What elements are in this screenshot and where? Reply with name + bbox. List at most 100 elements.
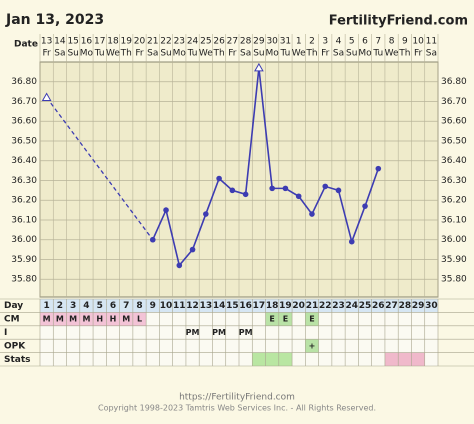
date-label: 13 (41, 37, 52, 47)
day-number: 22 (319, 301, 332, 311)
y-tick-label: 36.00 (11, 235, 37, 245)
brand: FertilityFriend.com (329, 14, 468, 29)
date-label: 26 (213, 37, 225, 47)
excluded-point (41, 92, 52, 102)
chart-title: Jan 13, 2023 (5, 12, 104, 28)
weekday-label: Mo (266, 49, 280, 59)
temp-point (242, 191, 249, 198)
weekday-label: We (199, 49, 213, 59)
temp-point (362, 203, 368, 209)
weekday-label: Su (346, 49, 357, 59)
temp-point (176, 262, 183, 269)
date-label: 16 (81, 37, 93, 47)
y-tick-label: 35.80 (11, 275, 37, 285)
cell-text: PM (212, 328, 226, 337)
day-number: 17 (253, 301, 266, 311)
date-label: 27 (227, 37, 238, 47)
day-number: 26 (372, 301, 385, 311)
date-label: 20 (134, 37, 146, 47)
date-label: 18 (107, 37, 119, 47)
cell-highlight (305, 312, 319, 326)
cell-highlight (93, 312, 107, 326)
weekday-label: Th (120, 49, 132, 59)
day-number: 13 (200, 301, 213, 311)
weekday-label: Fr (414, 49, 423, 59)
day-number: 15 (226, 301, 239, 311)
date-label: 2 (309, 37, 315, 47)
cell-highlight (384, 352, 399, 366)
temp-point (189, 246, 196, 253)
temp-point (282, 185, 289, 192)
date-label: 4 (336, 37, 342, 47)
temp-line (152, 67, 380, 268)
weekday-label: Fr (228, 49, 237, 59)
date-label: 28 (240, 37, 252, 47)
cell-highlight (305, 339, 319, 353)
weekday-label: We (106, 49, 120, 59)
day-number: 20 (292, 301, 305, 311)
date-label: 9 (402, 37, 408, 47)
temp-point (309, 211, 315, 217)
footer-url: https://FertilityFriend.com (179, 393, 295, 403)
excluded-point (254, 62, 264, 72)
day-number: 14 (213, 301, 226, 311)
weekday-label: Mo (80, 49, 94, 59)
cell-text: PM (239, 328, 253, 337)
cell-highlight (278, 312, 293, 326)
row-label: Stats (4, 355, 31, 365)
y-tick-label: 36.50 (11, 136, 37, 146)
weekday-label: We (292, 49, 306, 59)
temp-point (163, 207, 169, 213)
date-label: 24 (187, 37, 199, 47)
cell-text: H (96, 315, 103, 324)
cell-highlight (411, 352, 425, 366)
day-number: 11 (173, 301, 186, 311)
weekday-label: Th (398, 49, 410, 59)
weekday-label: Su (67, 49, 78, 59)
y-tick-label-right: 36.20 (441, 196, 467, 206)
cell-highlight (119, 312, 133, 326)
cell-highlight (79, 312, 94, 326)
y-tick-label-right: 35.90 (441, 255, 467, 265)
day-number: 19 (279, 301, 292, 311)
y-tick-label-right: 36.80 (441, 77, 467, 87)
cell-highlight (398, 352, 412, 366)
cell-text: E (283, 315, 288, 324)
date-label: 1 (296, 37, 302, 47)
date-label: 8 (389, 37, 395, 47)
day-number: 27 (385, 301, 398, 311)
date-label: Date (14, 40, 38, 50)
y-tick-label: 36.80 (11, 77, 37, 87)
weekday-label: Tu (280, 49, 291, 59)
weekday-label: Fr (43, 49, 52, 59)
cell-text: PM (186, 328, 200, 337)
date-label: 23 (174, 37, 185, 47)
weekday-label: Sa (333, 49, 344, 59)
cell-text: M (56, 315, 64, 324)
cell-text: L (137, 315, 142, 324)
cell-text: E (309, 315, 314, 324)
date-label: 11 (426, 37, 437, 47)
cell-highlight (278, 352, 293, 366)
day-number: 21 (306, 301, 319, 311)
weekday-label: We (385, 49, 399, 59)
day-number: 24 (346, 301, 359, 311)
date-label: 3 (322, 37, 328, 47)
weekday-label: Mo (173, 49, 187, 59)
day-number: 16 (239, 301, 252, 311)
date-label: 22 (160, 37, 171, 47)
day-number: 5 (97, 301, 103, 311)
cell-text: M (43, 315, 51, 324)
y-tick-label: 36.30 (11, 176, 37, 186)
weekday-label: Sa (54, 49, 65, 59)
day-number: 1 (44, 301, 50, 311)
day-number: 12 (186, 301, 199, 311)
day-number: 2 (57, 301, 63, 311)
y-tick-label-right: 36.10 (441, 215, 467, 225)
weekday-label: Fr (321, 49, 330, 59)
weekday-label: Fr (135, 49, 144, 59)
cell-text: H (110, 315, 117, 324)
day-number: 29 (412, 301, 425, 311)
temp-point (295, 193, 302, 200)
